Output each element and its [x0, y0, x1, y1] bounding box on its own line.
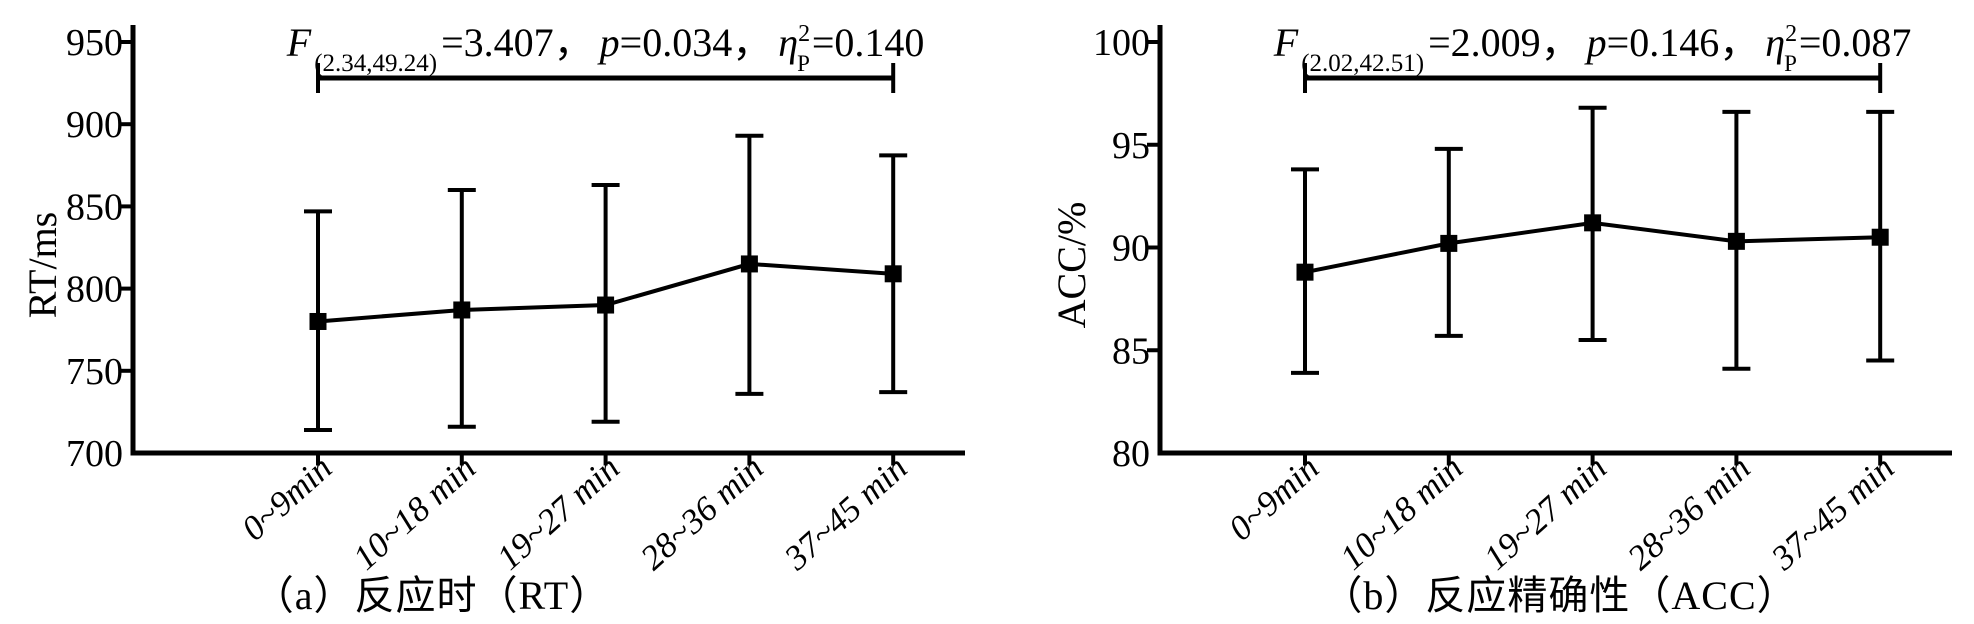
- data-point-marker: [740, 255, 758, 273]
- y-tick-label: 900: [66, 104, 123, 146]
- y-tick-label: 700: [66, 433, 123, 475]
- x-category-label: 37~45 min: [776, 448, 914, 578]
- data-point-marker: [453, 301, 471, 319]
- x-category-label: 28~36 min: [1620, 448, 1758, 577]
- data-point-marker: [1871, 228, 1889, 246]
- y-axis-title: ACC/%: [1049, 202, 1094, 329]
- panel-b-caption: （b）反应精确性（ACC）: [1322, 573, 1798, 618]
- y-tick-label: 800: [66, 269, 123, 311]
- y-tick-label: 100: [1093, 22, 1150, 64]
- data-point-marker: [1440, 234, 1458, 252]
- x-category-label: 10~18 min: [345, 448, 483, 577]
- y-tick-label: 95: [1112, 125, 1150, 167]
- y-tick-label: 80: [1112, 433, 1150, 475]
- x-category-label: 19~27 min: [1476, 448, 1614, 577]
- data-point-marker: [597, 296, 615, 314]
- stats-annotation: F (2.02,42.51) =2.009， p=0.146， η2 P=0.087: [1273, 20, 1912, 77]
- y-tick-label: 90: [1112, 228, 1150, 270]
- x-category-label: 0~9min: [234, 448, 339, 548]
- y-tick-label: 750: [66, 351, 123, 393]
- stats-annotation: F (2.34,49.24) =3.407， p=0.034， η2 P=0.140: [286, 20, 925, 77]
- panel-b-acc-chart: 80 85 90 95 100 0~9min 10~18 min 19~27 min 28~36…: [987, 0, 1974, 619]
- data-point-marker: [1727, 232, 1745, 250]
- panel-a-rt-chart: 700 750 800 850 900 950 0~9min 10~18 min 19~27 m…: [0, 0, 987, 619]
- y-tick-label: 850: [66, 186, 123, 228]
- data-point-marker: [309, 312, 327, 330]
- x-category-label: 10~18 min: [1332, 448, 1470, 577]
- data-point-marker: [1296, 263, 1314, 281]
- y-tick-label: 85: [1112, 330, 1150, 372]
- data-point-marker: [884, 265, 902, 283]
- x-category-label: 28~36 min: [633, 448, 771, 577]
- x-category-label: 0~9min: [1221, 448, 1326, 548]
- data-point-marker: [1584, 214, 1602, 232]
- panel-a-caption: （a）反应时（RT）: [253, 573, 611, 618]
- rt-line-chart: 700 750 800 850 900 950 0~9min 10~18 min 19~27 m…: [20, 20, 965, 578]
- y-axis-title: RT/ms: [20, 212, 65, 319]
- acc-line-chart: 80 85 90 95 100 0~9min 10~18 min 19~27 min 28~36…: [1049, 20, 1952, 578]
- x-category-label: 37~45 min: [1763, 448, 1901, 578]
- x-category-label: 19~27 min: [489, 448, 627, 577]
- y-tick-label: 950: [66, 22, 123, 64]
